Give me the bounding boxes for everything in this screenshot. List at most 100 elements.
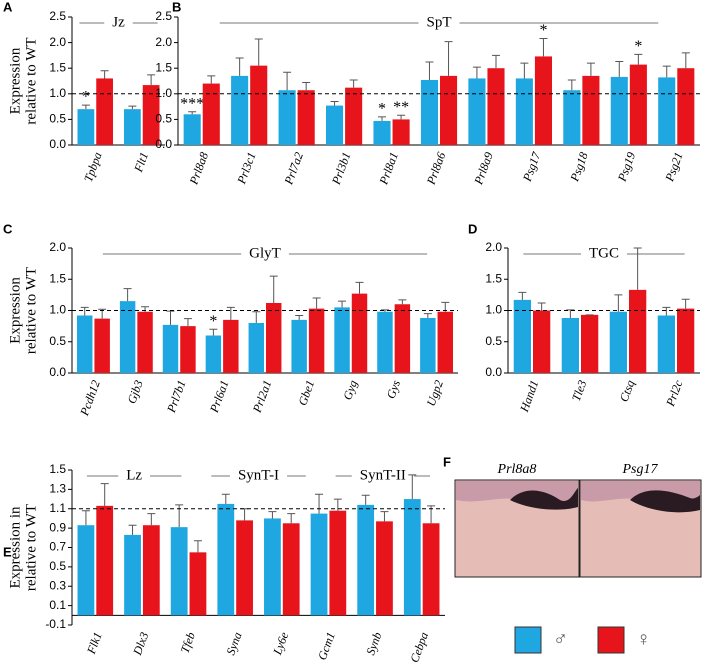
y-tick-label: 0.5 <box>49 112 66 126</box>
bar <box>326 105 344 145</box>
bar <box>77 109 95 145</box>
y-tick-label: 0.9 <box>49 520 66 534</box>
panel-label: F <box>443 454 451 469</box>
error-bar <box>287 513 296 524</box>
y-tick-label: 1.0 <box>155 86 172 100</box>
error-bar <box>283 71 292 91</box>
y-tick-label: 0.5 <box>485 334 502 348</box>
x-tick-label: Dlx3 <box>130 630 151 658</box>
x-tick-label: Ctsq <box>617 378 638 403</box>
bar <box>119 301 136 373</box>
bar <box>422 523 440 616</box>
panel-label: A <box>3 0 13 14</box>
error-bar <box>539 38 548 57</box>
error-bar <box>193 540 202 553</box>
bar <box>609 311 627 373</box>
error-bar <box>633 247 642 290</box>
y-tick-label: 1.5 <box>485 271 502 285</box>
x-tick-label: Prl3b1 <box>329 150 354 187</box>
bar <box>440 75 458 145</box>
y-tick-label: 0.1 <box>49 598 66 612</box>
stain <box>630 490 700 513</box>
y-tick-label: 0.3 <box>49 578 66 592</box>
error-bar <box>183 318 192 327</box>
bar <box>142 525 160 616</box>
bar <box>420 79 438 145</box>
error-bar <box>537 302 546 311</box>
x-tick-label: Gys <box>384 378 404 401</box>
error-bar <box>209 328 218 336</box>
y-tick-label: 2.0 <box>49 35 66 49</box>
x-tick-label: Psg19 <box>614 150 638 184</box>
y-tick-label: 0.7 <box>49 540 66 554</box>
y-axis-label: Expression <box>7 47 23 114</box>
error-bar <box>269 275 278 303</box>
bar <box>357 504 375 616</box>
y-tick-label: 1.0 <box>485 303 502 317</box>
error-bar <box>188 111 197 115</box>
bar <box>278 90 296 145</box>
bar <box>513 299 531 373</box>
error-bar <box>444 41 453 76</box>
panel: D 0.0 0.5 1.0 1.5 2.0 TGC Hand1 Tle3 Ctsq Prl2c <box>468 221 700 415</box>
error-bar <box>338 300 347 308</box>
x-tick-label: Psg18 <box>567 150 591 184</box>
x-tick-label: Psg17 <box>520 149 544 184</box>
x-tick-label: Prl8a1 <box>376 150 401 187</box>
bar <box>533 310 551 373</box>
y-tick-label: 2.5 <box>155 9 172 23</box>
x-tick-label: Prl3c1 <box>234 150 259 186</box>
error-bar <box>166 310 175 325</box>
legend: ♂ ♀ <box>514 626 651 654</box>
y-tick-label: 1.5 <box>49 462 66 476</box>
bar <box>351 293 368 373</box>
bar <box>308 308 325 373</box>
legend-swatch <box>514 626 542 654</box>
error-bar <box>315 493 324 514</box>
bar <box>377 311 393 373</box>
x-tick-label: Psg21 <box>662 150 686 184</box>
significance: * <box>378 101 386 118</box>
error-bar <box>81 104 90 110</box>
bar <box>420 318 436 373</box>
x-tick-label: Cebpa <box>407 630 431 664</box>
bar <box>376 521 393 616</box>
y-tick-label: -0.1 <box>45 617 66 631</box>
error-bar <box>207 75 216 84</box>
y-axis-label: Expression in <box>7 506 23 589</box>
bar <box>77 525 95 616</box>
error-bar <box>380 309 389 312</box>
panel: A 0.0 0.5 1.0 1.5 2.0 2.5 Expression relative to… <box>3 0 165 184</box>
significance: *** <box>180 95 204 112</box>
error-bar <box>518 291 527 300</box>
y-tick-label: 1.0 <box>49 86 66 100</box>
error-bar <box>254 38 263 66</box>
error-bar <box>472 66 481 79</box>
bar <box>515 78 533 145</box>
bar <box>487 68 505 145</box>
y-axis-label: relative to WT <box>23 504 39 591</box>
error-bar <box>295 315 304 320</box>
x-tick-label: Prl7a2 <box>281 150 306 187</box>
image-caption: Prl8a8 <box>497 462 537 477</box>
x-tick-label: Hand1 <box>517 378 542 414</box>
y-tick-label: 1.5 <box>49 271 66 285</box>
y-tick-label: 0.0 <box>485 365 502 379</box>
bar <box>677 68 695 145</box>
x-tick-label: Prl6a1 <box>207 378 232 415</box>
bar <box>137 311 153 373</box>
y-tick-label: 1.3 <box>49 482 66 496</box>
bar <box>403 499 421 616</box>
x-tick-label: Prl8a9 <box>471 150 496 187</box>
bar <box>94 318 110 373</box>
error-bar <box>423 313 432 318</box>
group-label: SpT <box>426 14 451 30</box>
error-bar <box>634 53 643 65</box>
x-tick-label: Prl8a8 <box>186 150 211 187</box>
error-bar <box>398 299 407 305</box>
bar <box>437 311 453 373</box>
bar <box>629 64 647 145</box>
group-label: Lz <box>126 467 142 483</box>
group-label: SynT-II <box>360 467 406 483</box>
